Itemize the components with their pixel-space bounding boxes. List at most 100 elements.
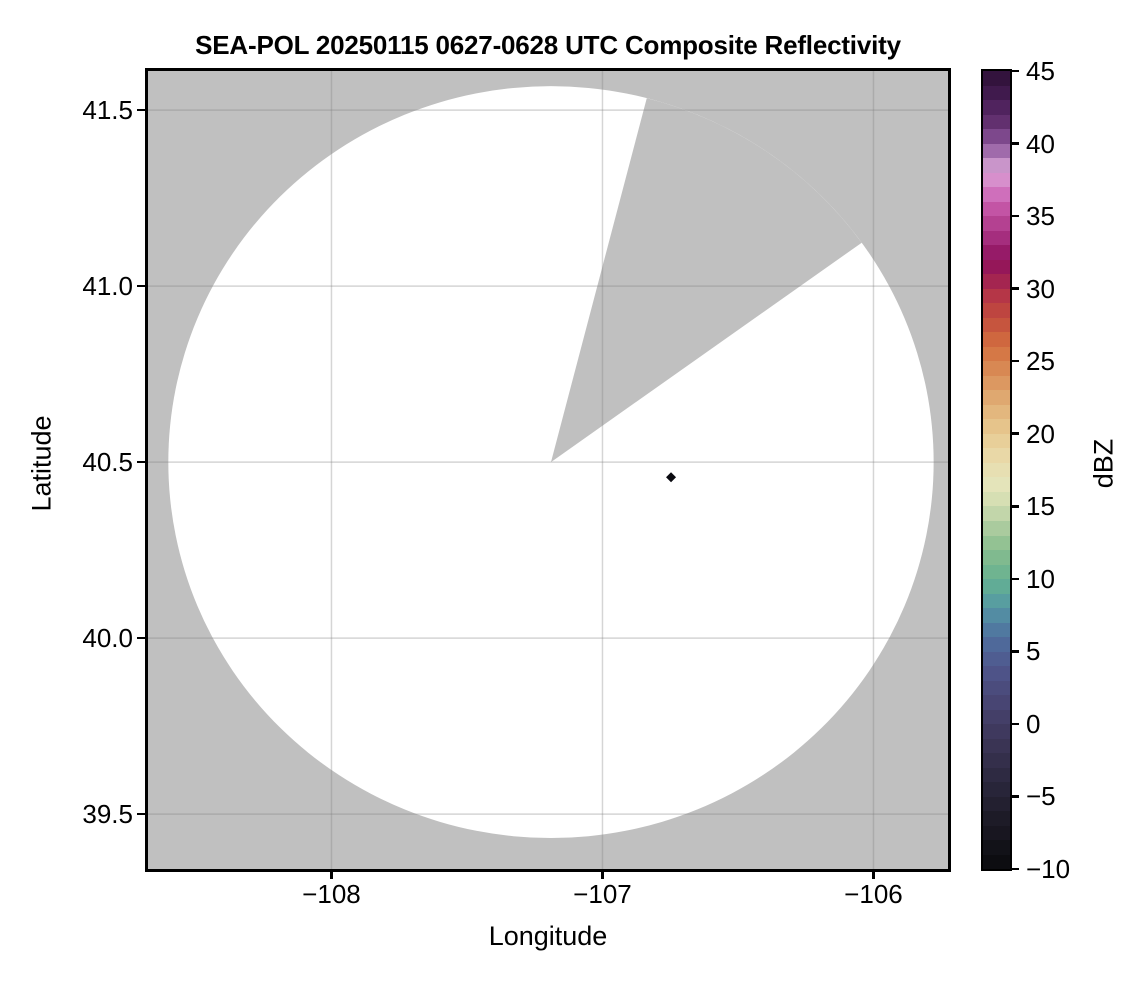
colorbar-tick-label: −10 <box>1026 854 1071 884</box>
colorbar-tick <box>1012 505 1019 508</box>
radar-echo-marker <box>666 472 677 483</box>
colorbar-band <box>983 274 1010 289</box>
colorbar-tick <box>1012 432 1019 435</box>
colorbar-band <box>983 753 1010 768</box>
colorbar-tick-label: 10 <box>1026 563 1055 594</box>
colorbar-band <box>983 375 1010 391</box>
colorbar-band <box>983 346 1010 362</box>
y-axis-label: Latitude <box>26 415 57 512</box>
colorbar-band <box>983 564 1010 580</box>
y-tick-label: 39.5 <box>82 799 133 830</box>
colorbar-tick <box>1012 650 1019 653</box>
colorbar-band <box>983 825 1010 841</box>
colorbar-band <box>983 622 1010 638</box>
colorbar-tick-label: 40 <box>1026 128 1055 159</box>
colorbar-band <box>983 796 1010 812</box>
colorbar-band <box>983 201 1010 217</box>
colorbar-band <box>983 550 1010 565</box>
colorbar-band <box>983 724 1010 739</box>
colorbar-tick-label: 15 <box>1026 491 1055 522</box>
y-tick <box>137 108 145 112</box>
colorbar-band <box>983 419 1010 434</box>
y-tick <box>137 460 145 464</box>
colorbar-band <box>983 158 1010 173</box>
colorbar-tick-label: 45 <box>1026 56 1055 86</box>
colorbar-band <box>983 491 1010 507</box>
colorbar-tick-label: 5 <box>1026 636 1041 667</box>
colorbar-band <box>983 100 1010 115</box>
colorbar-band <box>983 854 1010 870</box>
colorbar-tick-label: 35 <box>1026 201 1055 232</box>
x-tick <box>601 871 604 879</box>
colorbar-band <box>983 114 1010 130</box>
colorbar <box>981 69 1012 871</box>
x-tick <box>872 871 875 879</box>
x-axis-label: Longitude <box>488 921 608 951</box>
colorbar-tick <box>1012 867 1019 871</box>
colorbar-band <box>983 477 1010 492</box>
colorbar-band <box>983 245 1010 260</box>
colorbar-tick <box>1012 287 1019 290</box>
colorbar-tick-label: 0 <box>1026 708 1041 739</box>
colorbar-tick-label: 30 <box>1026 273 1055 304</box>
x-tick-label: −106 <box>844 879 903 909</box>
colorbar-band <box>983 448 1010 463</box>
colorbar-band <box>983 187 1010 202</box>
colorbar-band <box>983 811 1010 826</box>
x-tick <box>330 871 333 879</box>
colorbar-band <box>983 433 1010 449</box>
colorbar-band <box>983 593 1010 609</box>
colorbar-band <box>983 666 1010 681</box>
colorbar-band <box>983 85 1010 101</box>
y-tick-label: 40.0 <box>82 623 133 654</box>
x-tick-label: −107 <box>573 879 632 909</box>
colorbar-tick-label: 20 <box>1026 418 1055 449</box>
colorbar-tick <box>1012 214 1019 218</box>
colorbar-band <box>983 143 1010 159</box>
colorbar-band <box>983 651 1010 667</box>
colorbar-band <box>983 462 1010 478</box>
y-tick-label: 40.5 <box>82 447 133 478</box>
colorbar-band <box>983 332 1010 347</box>
y-tick-label: 41.5 <box>82 95 133 126</box>
colorbar-band <box>983 608 1010 623</box>
plot-area <box>145 68 951 872</box>
colorbar-band <box>983 216 1010 231</box>
colorbar-band <box>983 695 1010 710</box>
blocked-sector-wedge <box>550 98 862 463</box>
colorbar-tick <box>1012 722 1019 726</box>
colorbar-band <box>983 782 1010 797</box>
colorbar-band <box>983 303 1010 318</box>
colorbar-band <box>983 71 1010 86</box>
y-tick <box>137 284 145 288</box>
colorbar-band <box>983 390 1010 405</box>
colorbar-band <box>983 840 1010 855</box>
colorbar-tick-label: −5 <box>1026 781 1056 812</box>
radar-map <box>148 71 948 869</box>
colorbar-band <box>983 520 1010 536</box>
x-tick-label: −108 <box>302 879 361 909</box>
colorbar-gradient <box>983 71 1010 870</box>
y-tick <box>137 636 145 640</box>
colorbar-band <box>983 535 1010 551</box>
colorbar-band <box>983 506 1010 521</box>
colorbar-tick <box>1012 142 1019 145</box>
y-tick <box>137 812 145 816</box>
colorbar-tick <box>1012 69 1019 73</box>
colorbar-band <box>983 129 1010 144</box>
colorbar-tick-label: 25 <box>1026 346 1055 377</box>
chart-title: SEA-POL 20250115 0627-0628 UTC Composite… <box>195 30 901 60</box>
colorbar-band <box>983 709 1010 725</box>
colorbar-band <box>983 404 1010 420</box>
colorbar-band <box>983 259 1010 275</box>
colorbar-band <box>983 288 1010 304</box>
colorbar-band <box>983 637 1010 652</box>
y-tick-label: 41.0 <box>82 271 133 302</box>
colorbar-band <box>983 767 1010 783</box>
colorbar-tick <box>1012 795 1019 798</box>
colorbar-band <box>983 579 1010 594</box>
colorbar-band <box>983 738 1010 754</box>
colorbar-band <box>983 361 1010 376</box>
colorbar-band <box>983 680 1010 696</box>
